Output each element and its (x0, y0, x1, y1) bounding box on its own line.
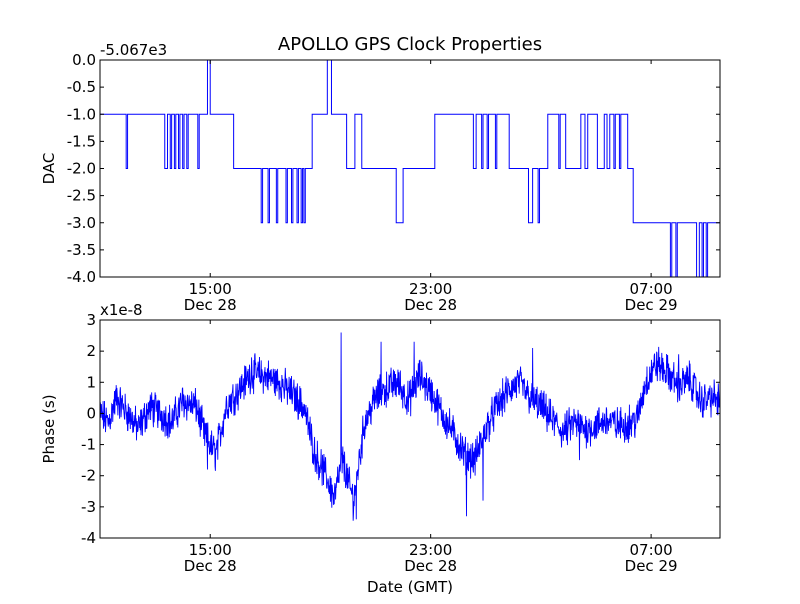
dac-xtick-label-time: 07:00 (629, 280, 672, 298)
phase-ytick-label: 2 (86, 342, 96, 360)
phase-ytick-label: 1 (86, 373, 96, 391)
dac-panel: -4.0 -3.5 -3.0 -2.5 -2.0 -1.5 -1.0 -0.5 0.0 15:00… (40, 41, 721, 314)
dac-ytick-label: -0.5 (67, 78, 96, 96)
dac-xtick-label-date: Dec 28 (184, 296, 237, 314)
dac-ytick-label: -2.5 (67, 187, 96, 205)
phase-ytick-label: -1 (81, 436, 96, 454)
dac-xtick-label-time: 23:00 (409, 280, 452, 298)
phase-xtick-label-date: Dec 28 (404, 557, 457, 575)
phase-offset-text: x1e-8 (100, 301, 143, 319)
phase-ytick-label: 3 (86, 311, 96, 329)
dac-ytick-label: -3.0 (67, 214, 96, 232)
dac-ytick-label: -1.0 (67, 105, 96, 123)
dac-ytick-label: -3.5 (67, 241, 96, 259)
phase-ytick-label: -4 (81, 529, 96, 547)
phase-ylabel: Phase (s) (40, 394, 58, 463)
dac-offset-text: -5.067e3 (100, 41, 167, 59)
phase-xlabel: Date (GMT) (367, 578, 453, 596)
chart-title: APOLLO GPS Clock Properties (278, 34, 542, 55)
dac-xtick-label-time: 15:00 (189, 280, 232, 298)
phase-ytick-label: -2 (81, 467, 96, 485)
dac-series-line (100, 60, 720, 277)
dac-ytick-label: -1.5 (67, 132, 96, 150)
phase-axes-frame (99, 319, 721, 539)
dac-xtick-label-date: Dec 29 (625, 296, 678, 314)
phase-xtick-label-date: Dec 28 (184, 557, 237, 575)
panels: -4.0 -3.5 -3.0 -2.5 -2.0 -1.5 -1.0 -0.5 0.0 15:00… (40, 41, 721, 596)
phase-xtick-label-time: 15:00 (189, 541, 232, 559)
dac-ytick-label: -2.0 (67, 160, 96, 178)
dac-ylabel: DAC (40, 153, 58, 185)
phase-ytick-label: 0 (86, 404, 96, 422)
phase-ytick-label: -3 (81, 498, 96, 516)
phase-xtick-label-time: 07:00 (629, 541, 672, 559)
dac-ytick-label: -4.0 (67, 268, 96, 286)
phase-xtick-label-date: Dec 29 (625, 557, 678, 575)
phase-series-line (100, 332, 720, 521)
dac-xtick-label-date: Dec 28 (404, 296, 457, 314)
dac-ytick-label: 0.0 (72, 51, 96, 69)
phase-xtick-label-time: 23:00 (409, 541, 452, 559)
